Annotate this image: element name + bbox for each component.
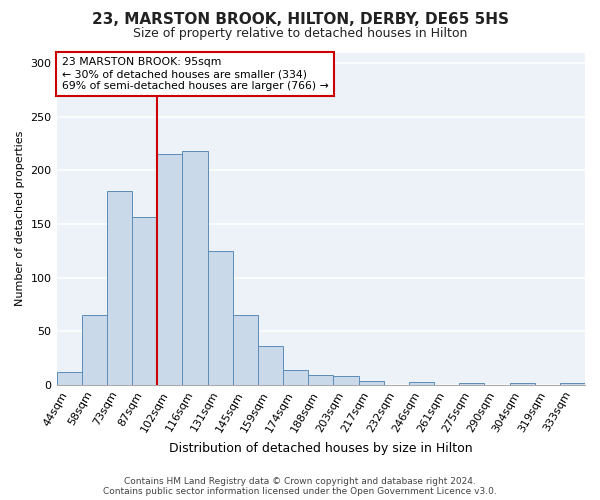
Bar — [308, 375, 334, 385]
Bar — [107, 191, 132, 385]
Bar — [334, 376, 359, 385]
Text: Contains HM Land Registry data © Crown copyright and database right 2024.
Contai: Contains HM Land Registry data © Crown c… — [103, 476, 497, 496]
Bar — [459, 382, 484, 385]
Bar — [56, 372, 82, 385]
Bar — [258, 346, 283, 385]
Text: Size of property relative to detached houses in Hilton: Size of property relative to detached ho… — [133, 28, 467, 40]
Bar — [82, 315, 107, 385]
Y-axis label: Number of detached properties: Number of detached properties — [15, 131, 25, 306]
Bar — [409, 382, 434, 385]
Bar — [233, 315, 258, 385]
Bar — [182, 151, 208, 385]
Bar — [560, 382, 585, 385]
Bar — [208, 251, 233, 385]
Text: 23, MARSTON BROOK, HILTON, DERBY, DE65 5HS: 23, MARSTON BROOK, HILTON, DERBY, DE65 5… — [91, 12, 509, 28]
Text: 23 MARSTON BROOK: 95sqm
← 30% of detached houses are smaller (334)
69% of semi-d: 23 MARSTON BROOK: 95sqm ← 30% of detache… — [62, 58, 329, 90]
Bar — [132, 216, 157, 385]
X-axis label: Distribution of detached houses by size in Hilton: Distribution of detached houses by size … — [169, 442, 473, 455]
Bar — [359, 380, 383, 385]
Bar — [157, 154, 182, 385]
Bar — [283, 370, 308, 385]
Bar — [509, 382, 535, 385]
